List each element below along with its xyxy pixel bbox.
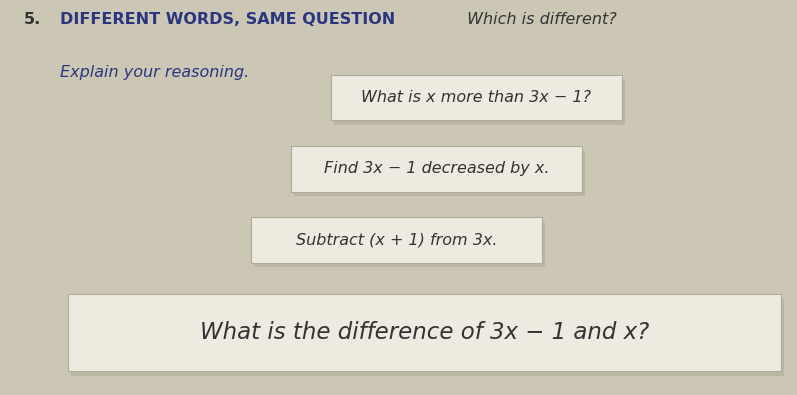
Text: Explain your reasoning.: Explain your reasoning. xyxy=(60,65,249,80)
FancyBboxPatch shape xyxy=(251,217,542,263)
FancyBboxPatch shape xyxy=(331,75,622,120)
FancyBboxPatch shape xyxy=(68,294,781,371)
Text: Find 3x − 1 decreased by x.: Find 3x − 1 decreased by x. xyxy=(324,162,549,176)
FancyBboxPatch shape xyxy=(291,146,582,192)
FancyBboxPatch shape xyxy=(294,151,585,196)
Text: What is x more than 3x − 1?: What is x more than 3x − 1? xyxy=(361,90,591,105)
FancyBboxPatch shape xyxy=(334,80,625,125)
Text: DIFFERENT WORDS, SAME QUESTION: DIFFERENT WORDS, SAME QUESTION xyxy=(60,12,395,27)
Text: 5.: 5. xyxy=(24,12,41,27)
Text: Subtract (x + 1) from 3x.: Subtract (x + 1) from 3x. xyxy=(296,233,497,247)
FancyBboxPatch shape xyxy=(71,299,784,376)
Text: What is the difference of 3x − 1 and x?: What is the difference of 3x − 1 and x? xyxy=(200,321,649,344)
FancyBboxPatch shape xyxy=(254,222,545,267)
Text: Which is different?: Which is different? xyxy=(462,12,617,27)
